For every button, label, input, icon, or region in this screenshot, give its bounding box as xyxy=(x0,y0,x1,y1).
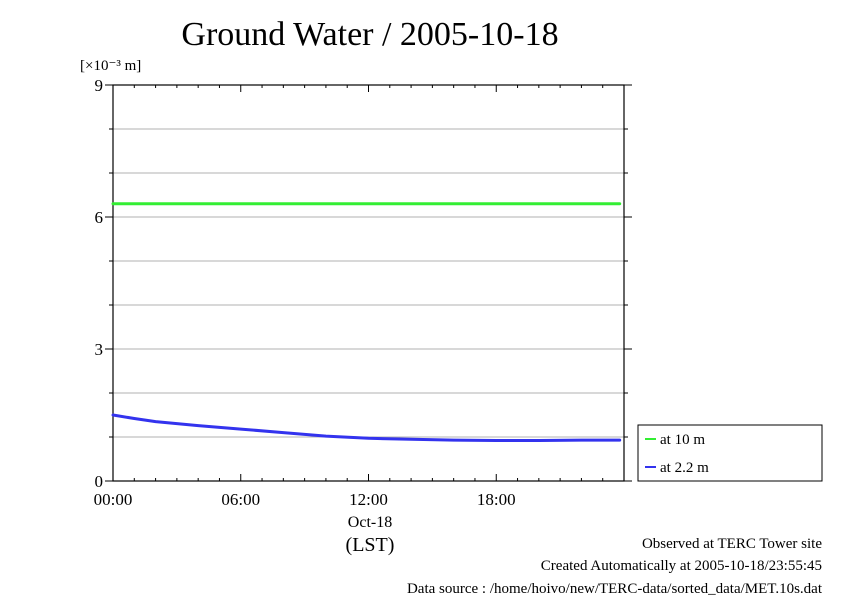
legend-box xyxy=(637,424,823,482)
series-lines xyxy=(111,202,622,442)
y-tick-label: 9 xyxy=(95,76,104,95)
x-axis-label: (LST) xyxy=(346,534,395,556)
x-axis-date-label: Oct-18 xyxy=(348,514,392,531)
y-tick-label: 3 xyxy=(95,340,104,359)
x-tick-label: 00:00 xyxy=(94,490,133,509)
y-axis-unit-label: [×10⁻³ m] xyxy=(80,58,141,74)
legend-label-at-2-2m: at 2.2 m xyxy=(660,460,709,476)
x-tick-label: 06:00 xyxy=(221,490,260,509)
footer-observed: Observed at TERC Tower site xyxy=(641,536,822,552)
legend-label-at-10m: at 10 m xyxy=(660,432,705,448)
x-tick-label: 18:00 xyxy=(477,490,516,509)
chart-title: Ground Water / 2005-10-18 xyxy=(181,16,558,53)
x-tick-label: 12:00 xyxy=(349,490,388,509)
series-line-at-2-2m xyxy=(111,413,622,442)
gridlines xyxy=(113,128,624,438)
footer-data-source: Data source : /home/hoivo/new/TERC-data/… xyxy=(406,581,822,597)
legend: at 10 m at 2.2 m xyxy=(637,424,823,482)
plot-frame xyxy=(112,84,625,482)
axis-ticks: 0 3 6 9 00:00 06:00 12:00 18:00 xyxy=(94,76,632,509)
y-tick-label: 0 xyxy=(95,472,104,491)
y-tick-label: 6 xyxy=(95,208,104,227)
footer-created: Created Automatically at 2005-10-18/23:5… xyxy=(540,558,822,574)
